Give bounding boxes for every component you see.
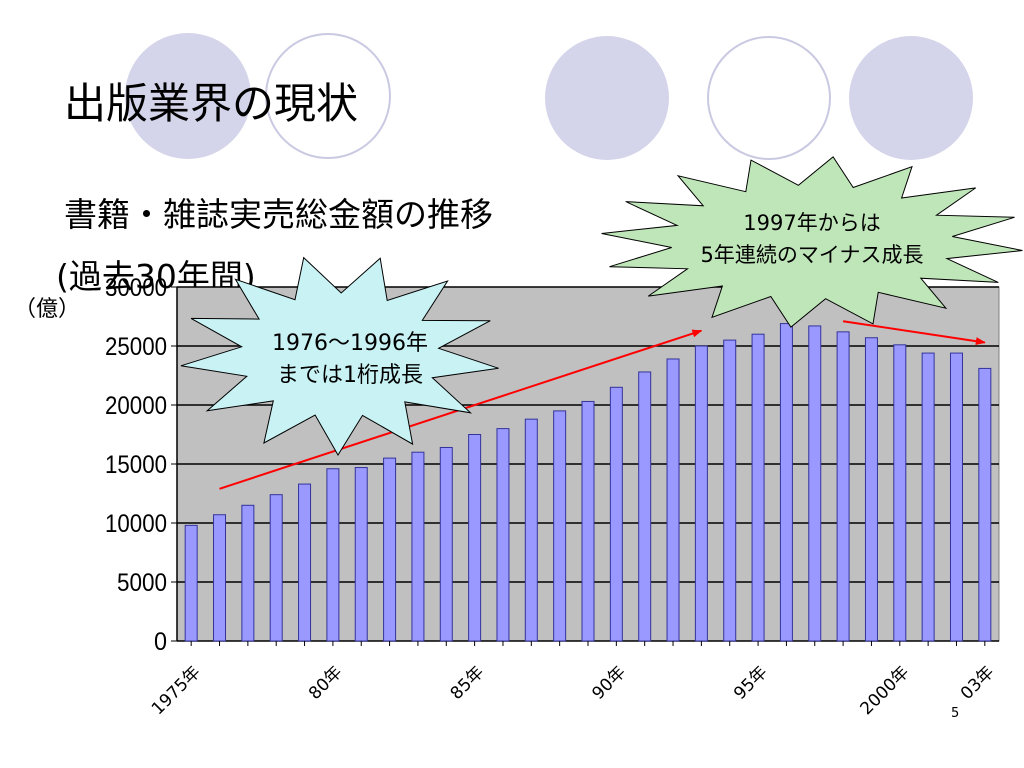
x-tick-label: 2000年 xyxy=(857,662,914,719)
x-tick-label: 1975年 xyxy=(148,662,205,719)
y-tick-label: 10000 xyxy=(105,510,167,538)
bar xyxy=(723,339,737,642)
bar xyxy=(326,468,340,642)
bar xyxy=(411,451,425,642)
bar xyxy=(779,323,793,642)
decorative-circle xyxy=(849,36,973,160)
callout-left-line2: までは1桁成長 xyxy=(277,363,423,388)
callout-burst-right xyxy=(601,156,1023,328)
x-tick-label: 95年 xyxy=(730,662,771,703)
y-tick-label: 30000 xyxy=(105,274,167,302)
bar xyxy=(383,457,397,642)
bar xyxy=(468,434,482,642)
slide-number: 5 xyxy=(951,706,960,721)
bar xyxy=(921,352,935,642)
bar xyxy=(524,418,538,642)
bar xyxy=(949,352,963,642)
callout-right-line2: 5年連続のマイナス成長 xyxy=(701,243,924,267)
decorative-circle xyxy=(545,36,669,160)
bar xyxy=(638,371,652,642)
decorative-circle xyxy=(265,33,391,159)
x-tick-label: 80年 xyxy=(305,662,346,703)
trend-arrow xyxy=(842,320,986,346)
y-axis-unit-label: （億） xyxy=(14,297,80,322)
bar xyxy=(694,345,708,642)
bar xyxy=(978,367,992,642)
x-tick-label: 90年 xyxy=(588,662,629,703)
bar xyxy=(241,504,255,642)
decorative-circle xyxy=(125,33,251,159)
bar xyxy=(609,386,623,642)
decorative-circle xyxy=(707,36,831,160)
bar xyxy=(808,325,822,642)
bar xyxy=(354,467,368,642)
bar xyxy=(581,400,595,642)
bar xyxy=(269,494,283,642)
bar xyxy=(666,358,680,642)
bar xyxy=(864,337,878,642)
y-tick-label: 0 xyxy=(154,628,167,656)
y-tick-label: 15000 xyxy=(105,451,167,479)
bar xyxy=(298,483,312,642)
bar xyxy=(184,524,198,642)
y-tick-label: 25000 xyxy=(105,333,167,361)
y-tick-label: 20000 xyxy=(105,392,167,420)
chart-subtitle: 書籍・雑誌実売総金額の推移 xyxy=(64,195,493,234)
bar xyxy=(836,331,850,642)
x-tick-label: 03年 xyxy=(957,662,998,703)
bar xyxy=(213,514,227,642)
callout-right-line1: 1997年からは xyxy=(743,211,880,235)
callout-left-line1: 1976～1996年 xyxy=(272,331,428,356)
bar xyxy=(751,333,765,642)
x-tick-label: 85年 xyxy=(447,662,488,703)
y-tick-label: 5000 xyxy=(117,569,167,597)
slide-title: 出版業界の現状 xyxy=(64,79,359,128)
bar xyxy=(496,428,510,642)
bar xyxy=(553,410,567,642)
bar xyxy=(893,344,907,642)
callout-burst-left xyxy=(180,256,499,456)
bar xyxy=(439,446,453,642)
